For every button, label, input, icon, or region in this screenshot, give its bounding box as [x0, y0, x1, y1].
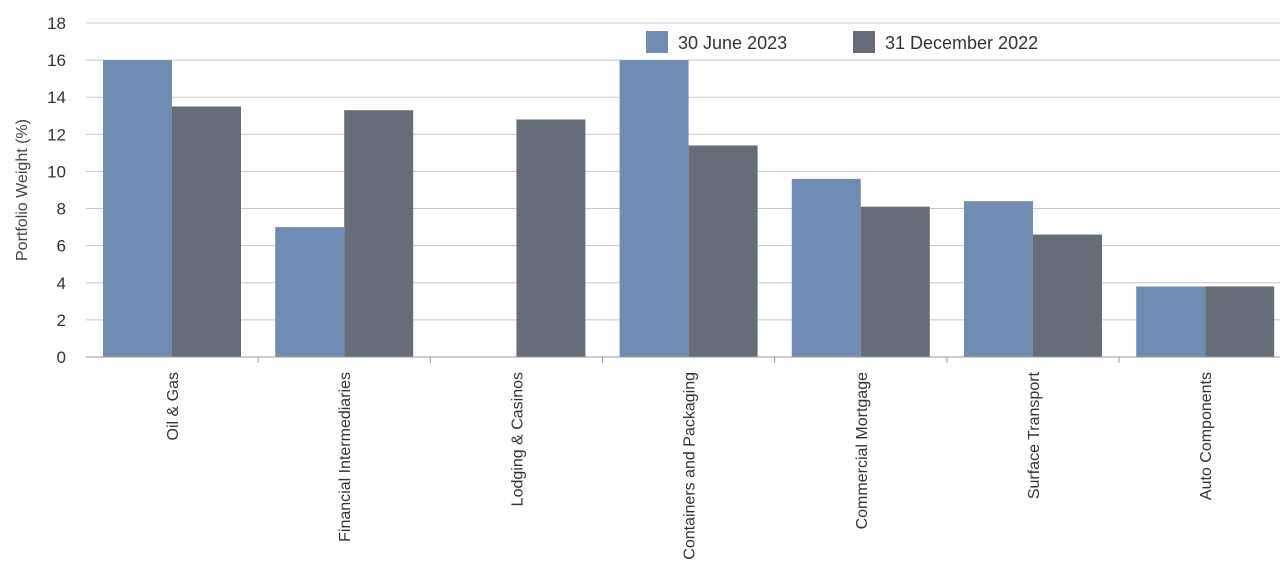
y-tick-label: 16 — [47, 51, 66, 70]
y-tick-label: 8 — [57, 200, 66, 219]
y-tick-label: 2 — [57, 311, 66, 330]
y-tick-label: 0 — [57, 348, 66, 367]
legend-label: 31 December 2022 — [885, 33, 1038, 53]
bar-series-1 — [1136, 286, 1206, 357]
x-category-label: Financial Intermediaries — [337, 372, 354, 542]
bar-series-2 — [1205, 286, 1275, 357]
y-tick-label: 4 — [57, 274, 66, 293]
y-tick-label: 6 — [57, 237, 66, 256]
bar-series-2 — [688, 145, 758, 357]
legend-swatch — [646, 31, 668, 53]
legend: 30 June 2023 31 December 2022 — [646, 31, 1038, 53]
y-tick-label: 14 — [47, 88, 66, 107]
bar-series-1 — [619, 60, 689, 357]
bar-series-1 — [791, 178, 861, 357]
bar-series-1 — [275, 227, 345, 357]
y-tick-label: 18 — [47, 14, 66, 33]
bar-series-1 — [964, 201, 1033, 357]
bar-series-2 — [516, 119, 586, 357]
axis-layer — [86, 356, 1280, 363]
bar-layer — [103, 60, 1275, 357]
y-tick-label: 10 — [47, 162, 66, 181]
bar-series-1 — [103, 60, 172, 357]
x-category-label: Surface Transport — [1026, 371, 1043, 499]
bar-series-2 — [172, 106, 241, 357]
y-tick-label: 12 — [47, 125, 66, 144]
x-category-label: Auto Components — [1198, 372, 1215, 500]
x-category-label: Commercial Mortgage — [854, 372, 871, 529]
x-category-label: Lodging & Casinos — [509, 372, 526, 506]
bar-series-2 — [860, 206, 930, 357]
legend-label: 30 June 2023 — [678, 33, 787, 53]
x-category-label: Containers and Packaging — [682, 372, 699, 560]
x-category-label: Oil & Gas — [165, 372, 182, 440]
label-layer: 0 2 4 6 8 10 12 14 16 18 Oil & Gas Financial Interm… — [47, 14, 1215, 560]
bar-series-2 — [344, 110, 414, 357]
bar-series-2 — [1033, 234, 1102, 357]
legend-swatch — [853, 31, 875, 53]
y-axis-title: Portfolio Weight (%) — [14, 119, 31, 261]
